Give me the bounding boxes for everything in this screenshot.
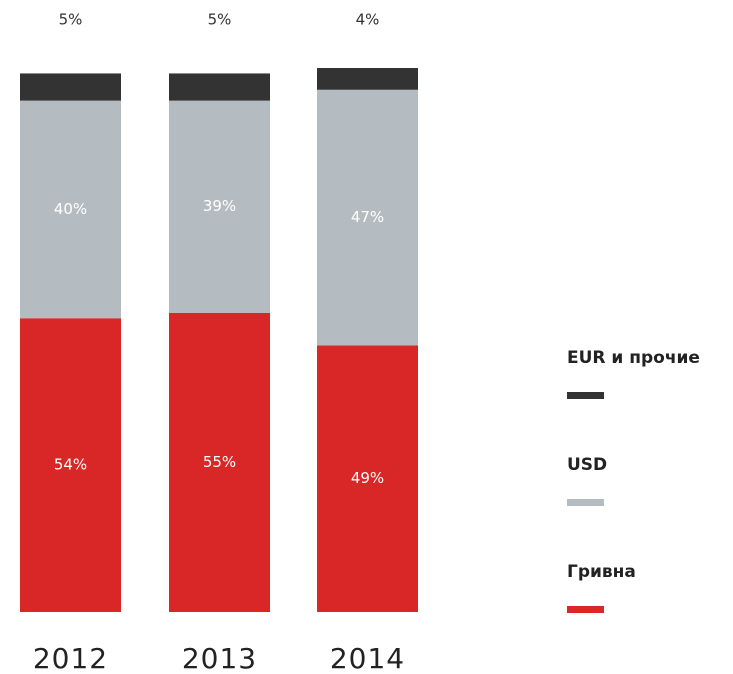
value-label: 39% <box>203 197 236 215</box>
value-label: 54% <box>54 456 87 474</box>
x-tick-label: 2012 <box>33 642 108 674</box>
value-label: 5% <box>59 11 83 29</box>
legend-label: USD <box>567 455 607 475</box>
value-label: 40% <box>54 200 87 218</box>
legend-label: Гривна <box>567 562 636 582</box>
legend-swatch <box>567 606 604 613</box>
bar-segment <box>169 100 270 313</box>
value-label: 47% <box>351 208 384 226</box>
value-label: 49% <box>351 469 384 487</box>
bar-segment <box>20 73 121 101</box>
value-label: 4% <box>356 11 380 29</box>
bar-segment <box>169 73 270 101</box>
legend-swatch <box>567 392 604 399</box>
bar-segment <box>317 345 418 612</box>
bar-segment <box>317 89 418 346</box>
bar-segment <box>20 100 121 319</box>
x-tick-label: 2013 <box>182 642 257 674</box>
value-label: 5% <box>208 11 232 29</box>
bar-segment <box>169 312 270 612</box>
x-tick-label: 2014 <box>330 642 405 674</box>
bar-segment <box>20 318 121 612</box>
bar-segment <box>317 68 418 90</box>
legend-label: EUR и прочие <box>567 348 700 368</box>
legend-swatch <box>567 499 604 506</box>
value-label: 55% <box>203 453 236 471</box>
